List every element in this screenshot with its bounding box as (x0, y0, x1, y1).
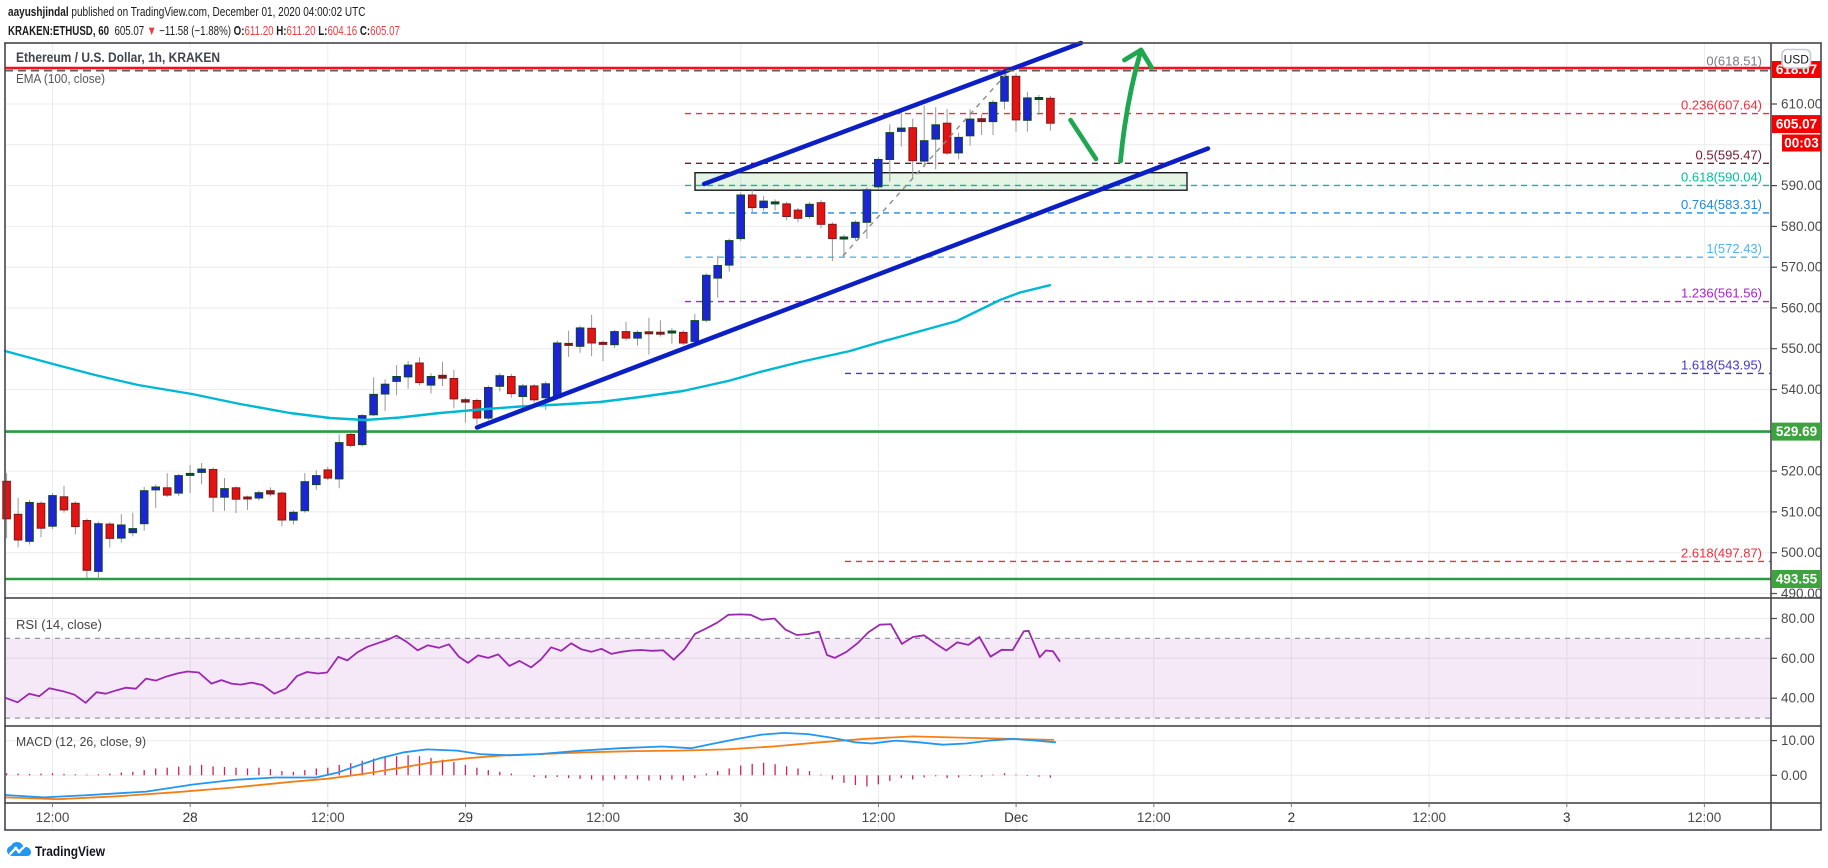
svg-text:0.00: 0.00 (1781, 768, 1807, 783)
svg-text:60.00: 60.00 (1781, 651, 1815, 666)
svg-text:540.00: 540.00 (1781, 382, 1822, 397)
svg-text:510.00: 510.00 (1781, 504, 1822, 519)
svg-text:529.69: 529.69 (1776, 424, 1817, 439)
svg-text:605.07: 605.07 (1776, 117, 1817, 132)
svg-text:493.55: 493.55 (1776, 572, 1818, 587)
svg-text:12:00: 12:00 (1412, 810, 1446, 825)
svg-text:12:00: 12:00 (586, 810, 620, 825)
svg-text:0.764(583.31): 0.764(583.31) (1681, 197, 1762, 212)
svg-text:80.00: 80.00 (1781, 611, 1815, 626)
svg-text:2: 2 (1288, 810, 1296, 825)
svg-text:RSI (14, close): RSI (14, close) (16, 617, 102, 632)
svg-text:00:03: 00:03 (1784, 136, 1819, 151)
svg-text:570.00: 570.00 (1781, 260, 1822, 275)
svg-text:10.00: 10.00 (1781, 733, 1815, 748)
svg-text:490.00: 490.00 (1781, 586, 1822, 601)
svg-text:520.00: 520.00 (1781, 464, 1822, 479)
svg-text:1(572.43): 1(572.43) (1706, 241, 1762, 256)
svg-text:500.00: 500.00 (1781, 545, 1822, 560)
svg-text:12:00: 12:00 (36, 810, 70, 825)
svg-text:12:00: 12:00 (862, 810, 896, 825)
svg-text:0.618(590.04): 0.618(590.04) (1681, 169, 1762, 184)
svg-text:590.00: 590.00 (1781, 178, 1822, 193)
svg-text:Ethereum / U.S. Dollar, 1h, KR: Ethereum / U.S. Dollar, 1h, KRAKEN (16, 50, 220, 65)
svg-text:1.618(543.95): 1.618(543.95) (1681, 357, 1762, 372)
svg-text:28: 28 (183, 810, 198, 825)
svg-text:TradingView: TradingView (35, 844, 105, 859)
svg-text:0.236(607.64): 0.236(607.64) (1681, 98, 1762, 113)
svg-text:580.00: 580.00 (1781, 219, 1822, 234)
svg-text:0(618.51): 0(618.51) (1706, 53, 1762, 68)
svg-text:12:00: 12:00 (1137, 810, 1171, 825)
svg-text:610.00: 610.00 (1781, 97, 1822, 112)
svg-text:USD: USD (1784, 53, 1810, 67)
svg-text:12:00: 12:00 (311, 810, 345, 825)
svg-text:Dec: Dec (1004, 810, 1028, 825)
svg-text:40.00: 40.00 (1781, 691, 1815, 706)
svg-text:29: 29 (458, 810, 473, 825)
svg-text:2.618(497.87): 2.618(497.87) (1681, 545, 1762, 560)
svg-text:0.5(595.47): 0.5(595.47) (1696, 147, 1763, 162)
svg-text:30: 30 (733, 810, 748, 825)
svg-text:12:00: 12:00 (1688, 810, 1722, 825)
svg-text:3: 3 (1563, 810, 1571, 825)
svg-text:MACD (12, 26, close, 9): MACD (12, 26, close, 9) (16, 734, 146, 749)
svg-text:550.00: 550.00 (1781, 341, 1822, 356)
svg-text:EMA (100, close): EMA (100, close) (16, 71, 105, 86)
svg-text:560.00: 560.00 (1781, 300, 1822, 315)
svg-text:1.236(561.56): 1.236(561.56) (1681, 286, 1762, 301)
